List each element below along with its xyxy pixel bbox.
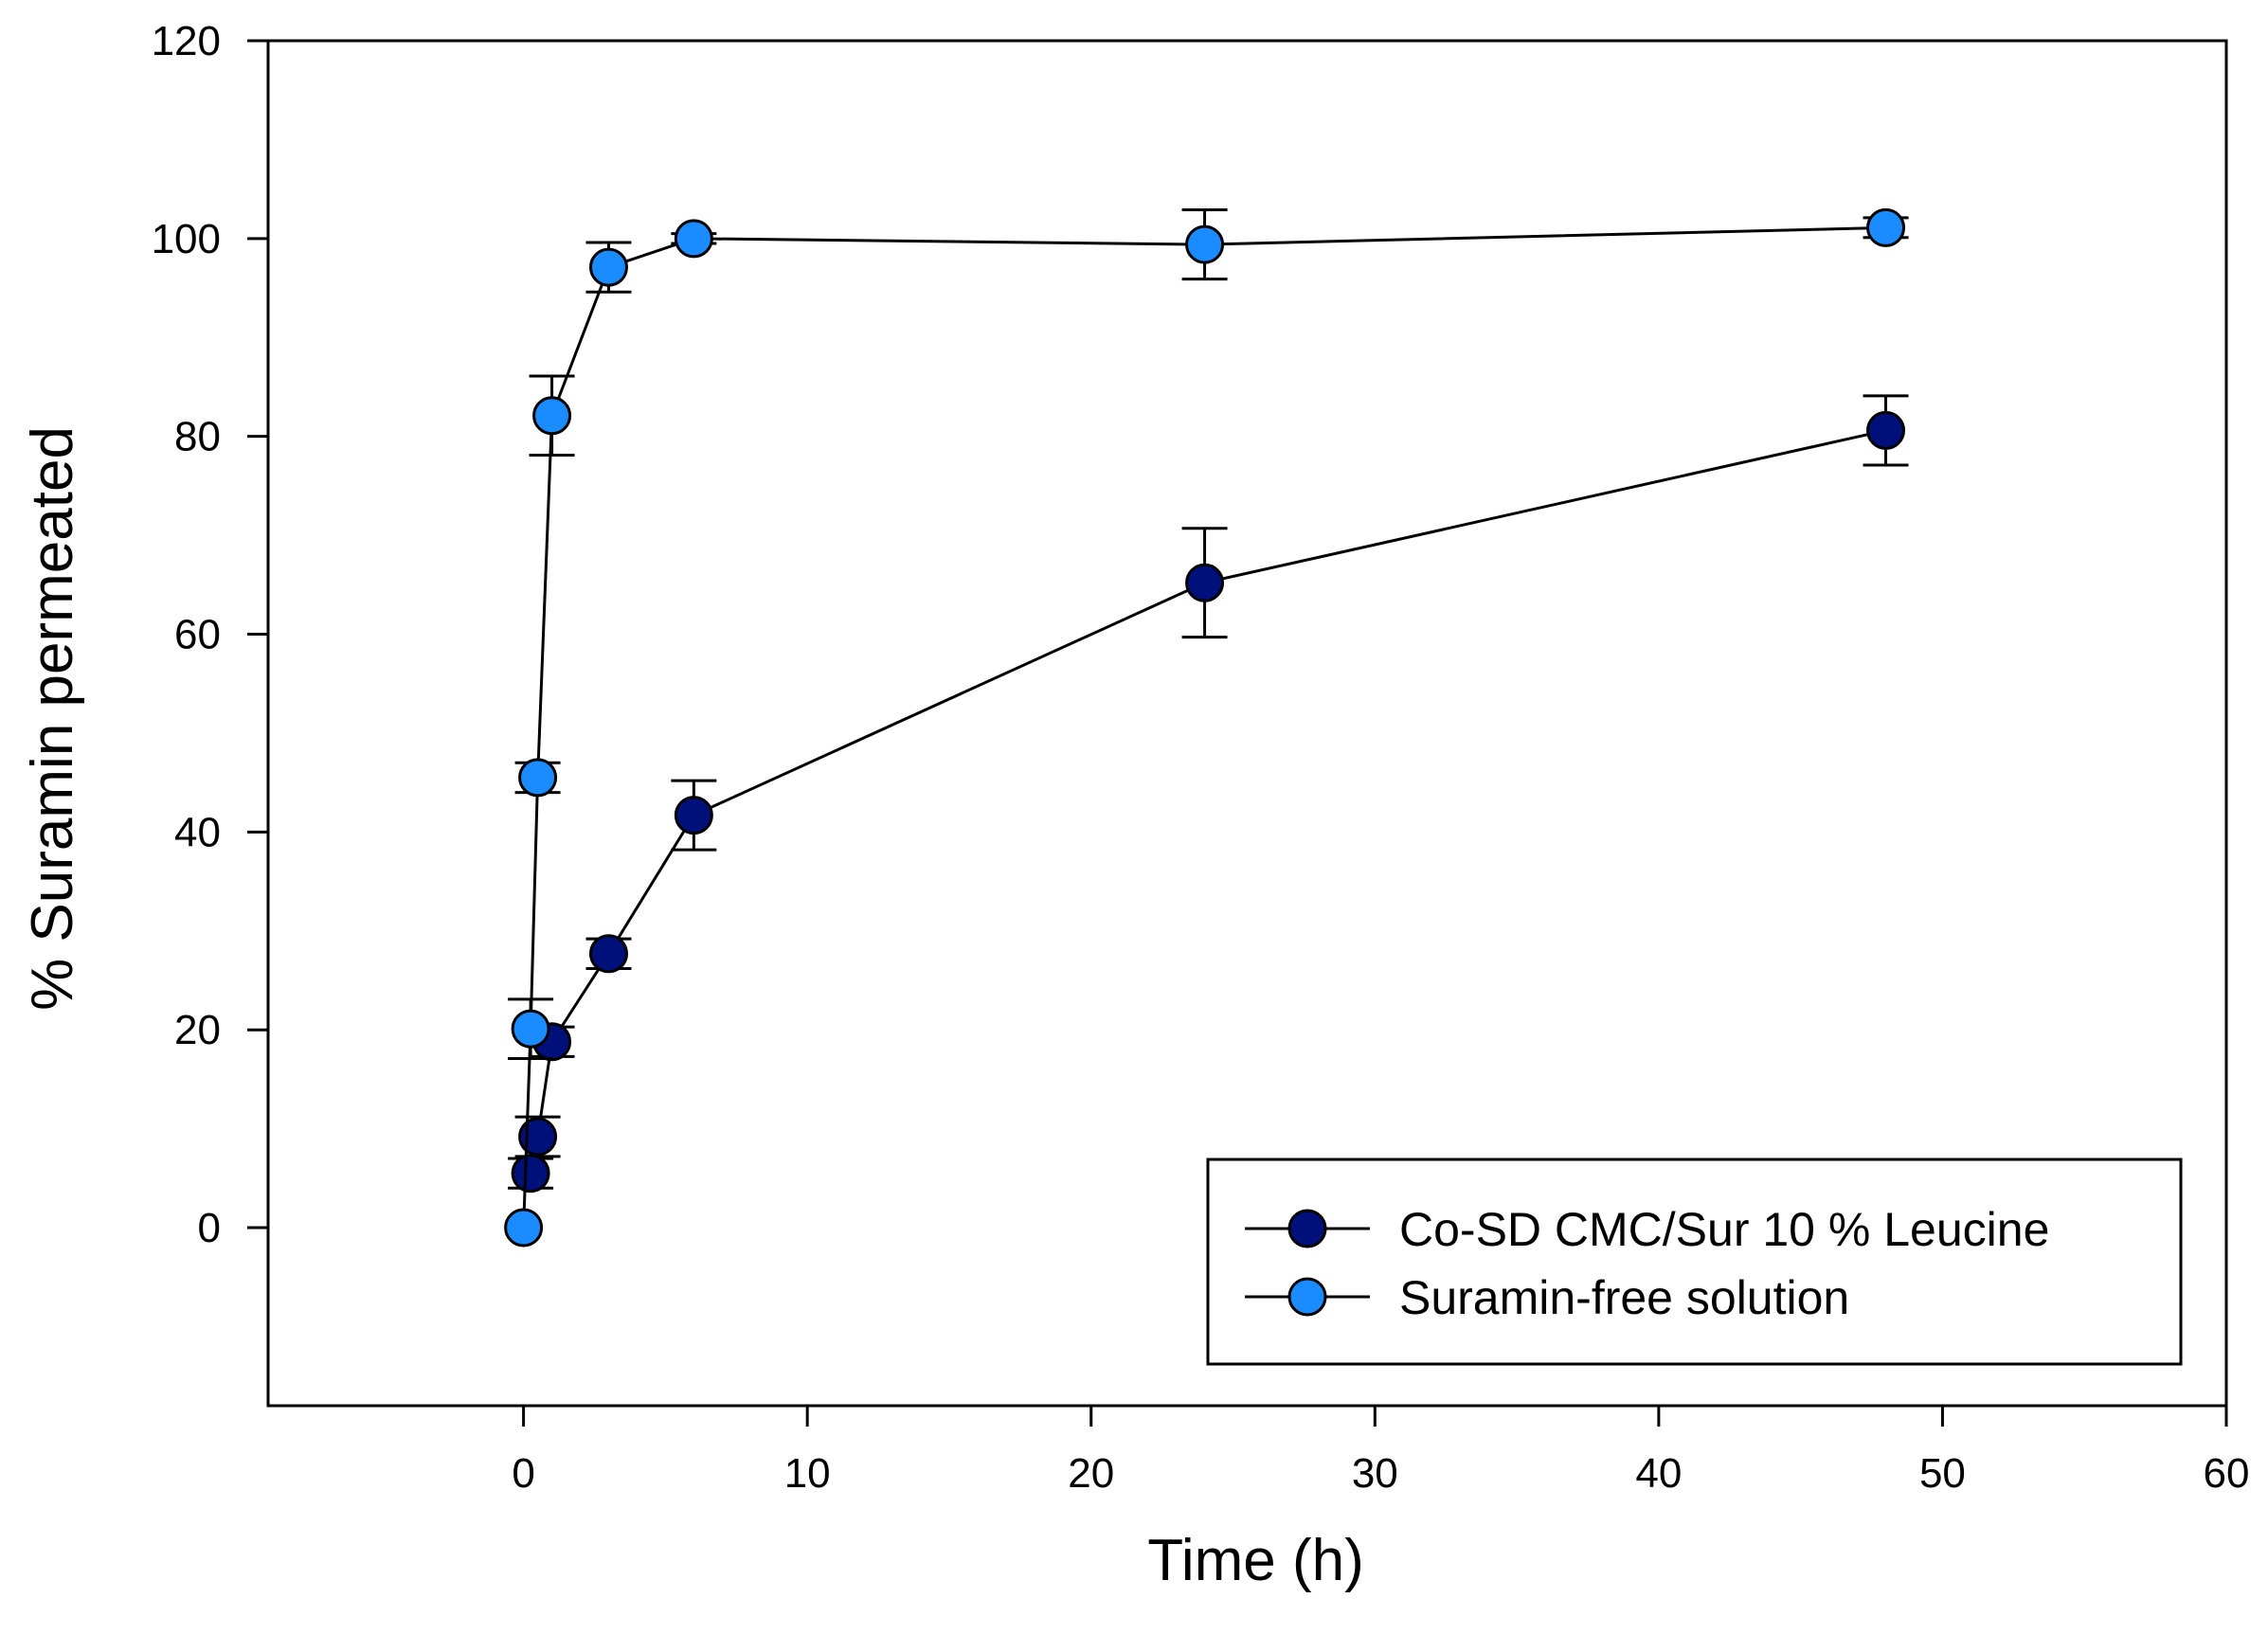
data-point [1866, 207, 1906, 247]
data-point [1185, 224, 1225, 264]
x-tick-label: 20 [1068, 1450, 1114, 1497]
y-tick-label: 0 [198, 1205, 221, 1251]
y-tick-label: 60 [174, 612, 221, 658]
data-point [532, 396, 572, 436]
legend-label: Co-SD CMC/Sur 10 % Leucine [1399, 1203, 2049, 1256]
x-axis-title: Time (h) [1147, 1528, 1363, 1593]
x-tick-label: 30 [1352, 1450, 1398, 1497]
legend-box [1206, 1158, 2183, 1366]
series-line [529, 428, 1886, 1174]
data-point [674, 219, 713, 259]
data-point [674, 796, 713, 835]
legend-label: Suramin-free solution [1399, 1271, 1849, 1324]
data-point [511, 1009, 550, 1049]
y-tick-label: 120 [152, 18, 221, 64]
y-tick-label: 20 [174, 1007, 221, 1053]
data-point [511, 1154, 550, 1194]
series-line [522, 225, 1886, 1229]
data-point [504, 1208, 544, 1248]
legend-item: Co-SD CMC/Sur 10 % Leucine [1245, 1203, 2049, 1256]
series-0 [508, 394, 1909, 1194]
x-tick-label: 50 [1919, 1450, 1966, 1497]
legend-marker [1287, 1209, 1327, 1248]
series-1 [504, 207, 1909, 1248]
y-tick-label: 100 [152, 216, 221, 262]
legend-item: Suramin-free solution [1245, 1271, 1849, 1324]
legend: Co-SD CMC/Sur 10 % Leucine Suramin-free s… [1206, 1158, 2183, 1366]
x-tick-label: 0 [512, 1450, 534, 1497]
x-tick-label: 10 [784, 1450, 831, 1497]
x-tick-label: 60 [2204, 1450, 2250, 1497]
data-point [518, 1117, 558, 1157]
y-axis-title: % Suramin permeated [20, 426, 85, 1011]
data-point [588, 934, 628, 974]
x-tick-label: 40 [1635, 1450, 1682, 1497]
y-tick-label: 40 [174, 809, 221, 855]
data-point [588, 247, 628, 287]
data-point [1866, 410, 1906, 450]
plot-area-frame [266, 39, 2228, 1408]
y-tick-label: 80 [174, 414, 221, 460]
data-point [518, 758, 558, 798]
data-point [1185, 563, 1225, 602]
legend-marker [1287, 1277, 1327, 1317]
